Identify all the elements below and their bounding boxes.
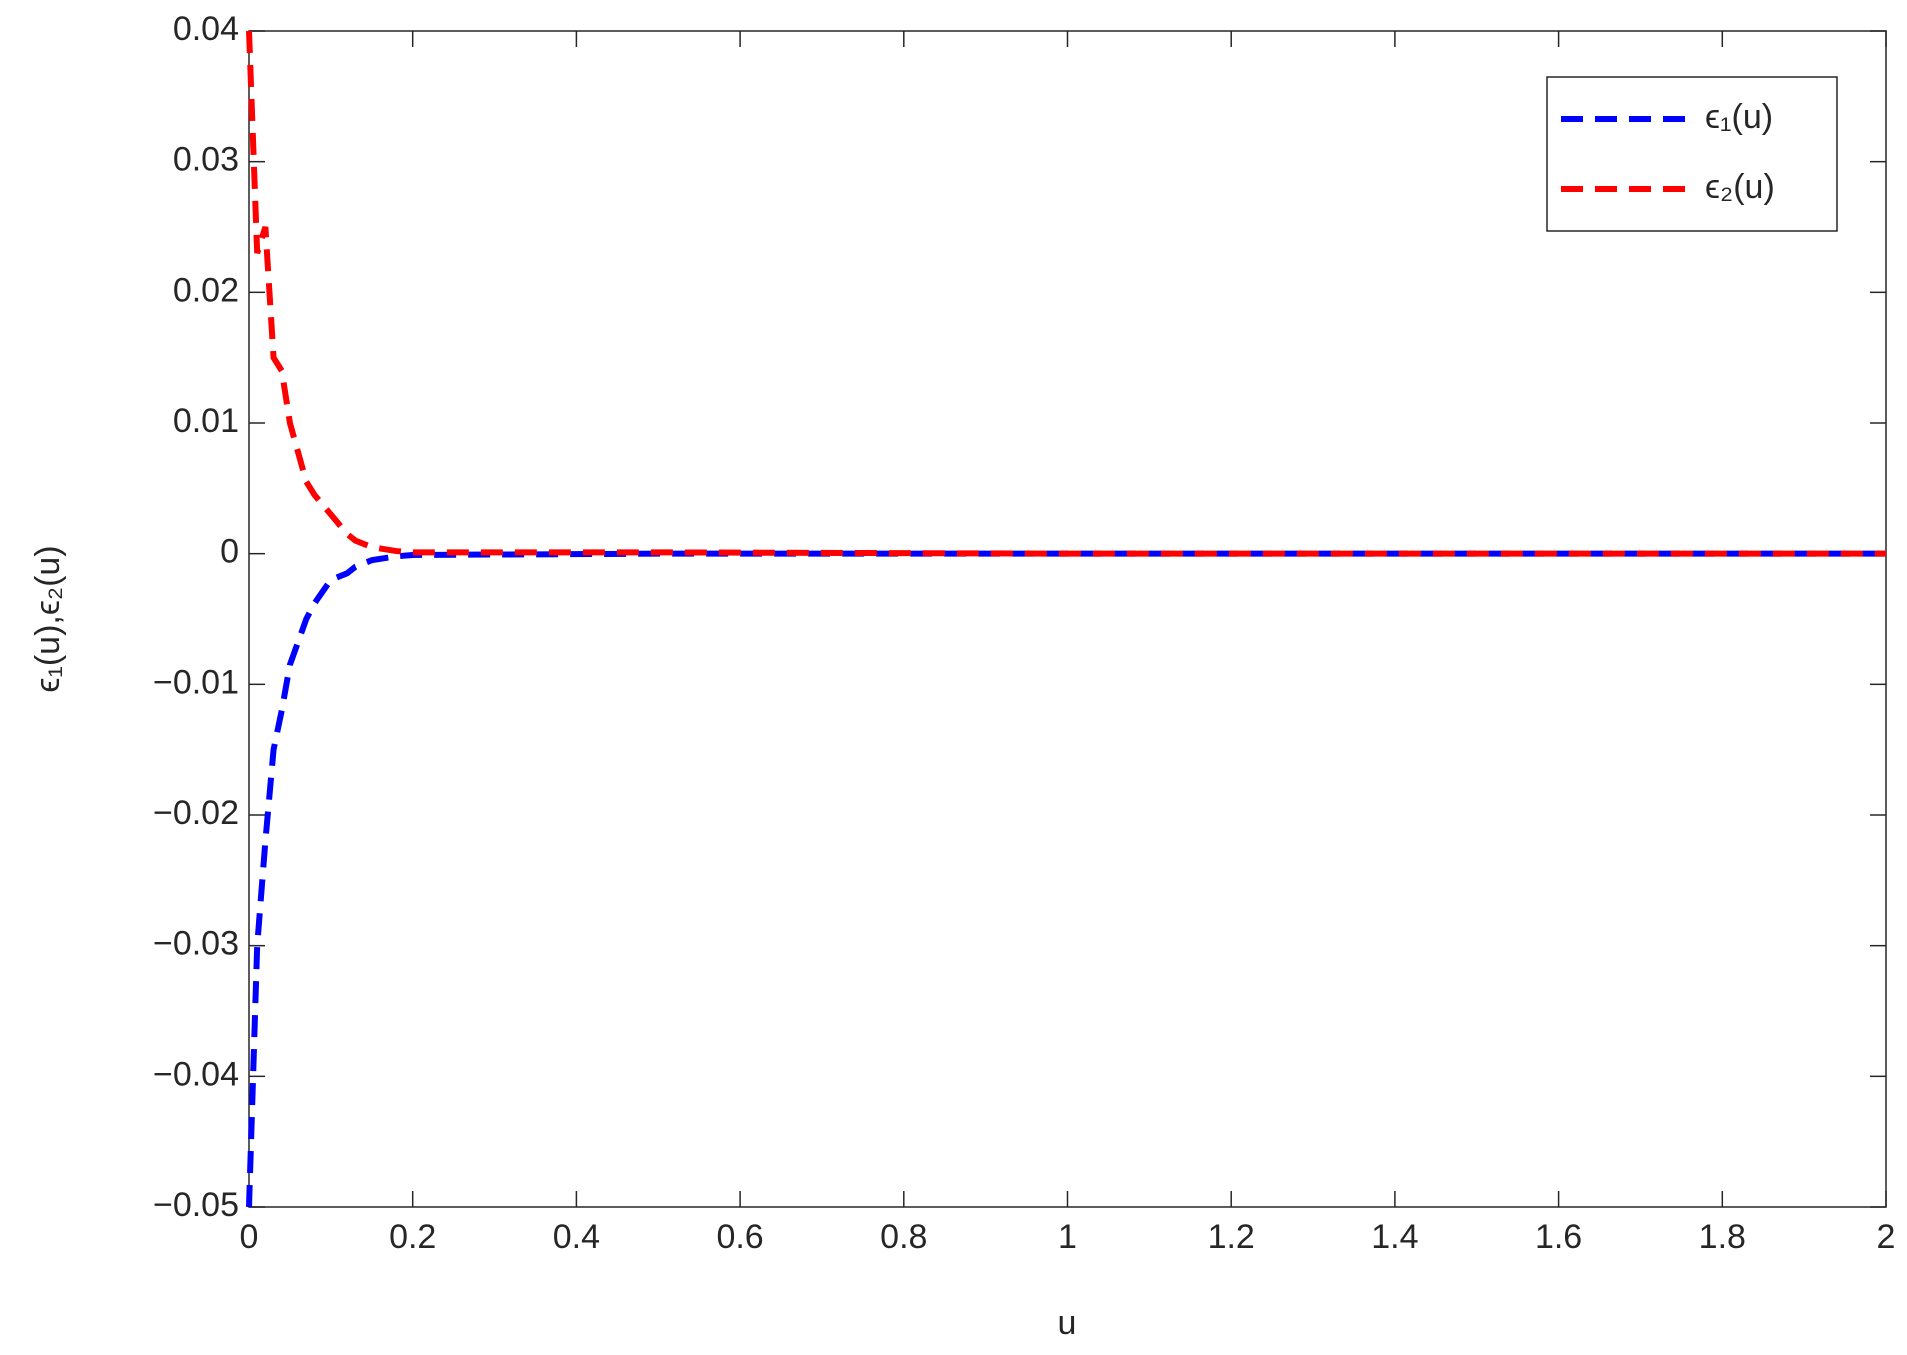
y-tick-label: −0.02 (153, 794, 239, 832)
legend-box (1546, 76, 1838, 232)
legend-label: ϵ₂(u) (1705, 168, 1775, 206)
y-tick-label: −0.04 (153, 1055, 239, 1093)
x-tick-label: 0.8 (880, 1218, 927, 1256)
x-tick-label: 0.6 (716, 1218, 763, 1256)
y-tick-label: 0.01 (173, 402, 239, 440)
x-tick-label: 1 (1058, 1218, 1077, 1256)
y-tick-label: 0 (220, 533, 239, 571)
x-tick-label: 0.2 (389, 1218, 436, 1256)
x-tick-label: 1.2 (1208, 1218, 1255, 1256)
x-axis-label: u (1058, 1304, 1077, 1342)
x-tick-label: 1.6 (1535, 1218, 1582, 1256)
x-tick-label: 0 (240, 1218, 259, 1256)
x-tick-label: 1.8 (1699, 1218, 1746, 1256)
y-axis-label: ϵ₁(u),ϵ₂(u) (29, 545, 67, 692)
y-tick-label: 0.02 (173, 271, 239, 309)
legend-label: ϵ₁(u) (1705, 98, 1773, 136)
y-tick-label: 0.03 (173, 141, 239, 179)
y-tick-label: −0.03 (153, 925, 239, 963)
x-tick-label: 1.4 (1371, 1218, 1418, 1256)
y-tick-label: 0.04 (173, 10, 239, 48)
y-tick-label: −0.01 (153, 663, 239, 701)
x-tick-label: 2 (1877, 1218, 1896, 1256)
y-tick-label: −0.05 (153, 1186, 239, 1224)
x-tick-label: 0.4 (553, 1218, 600, 1256)
series-line (246, 30, 1886, 557)
